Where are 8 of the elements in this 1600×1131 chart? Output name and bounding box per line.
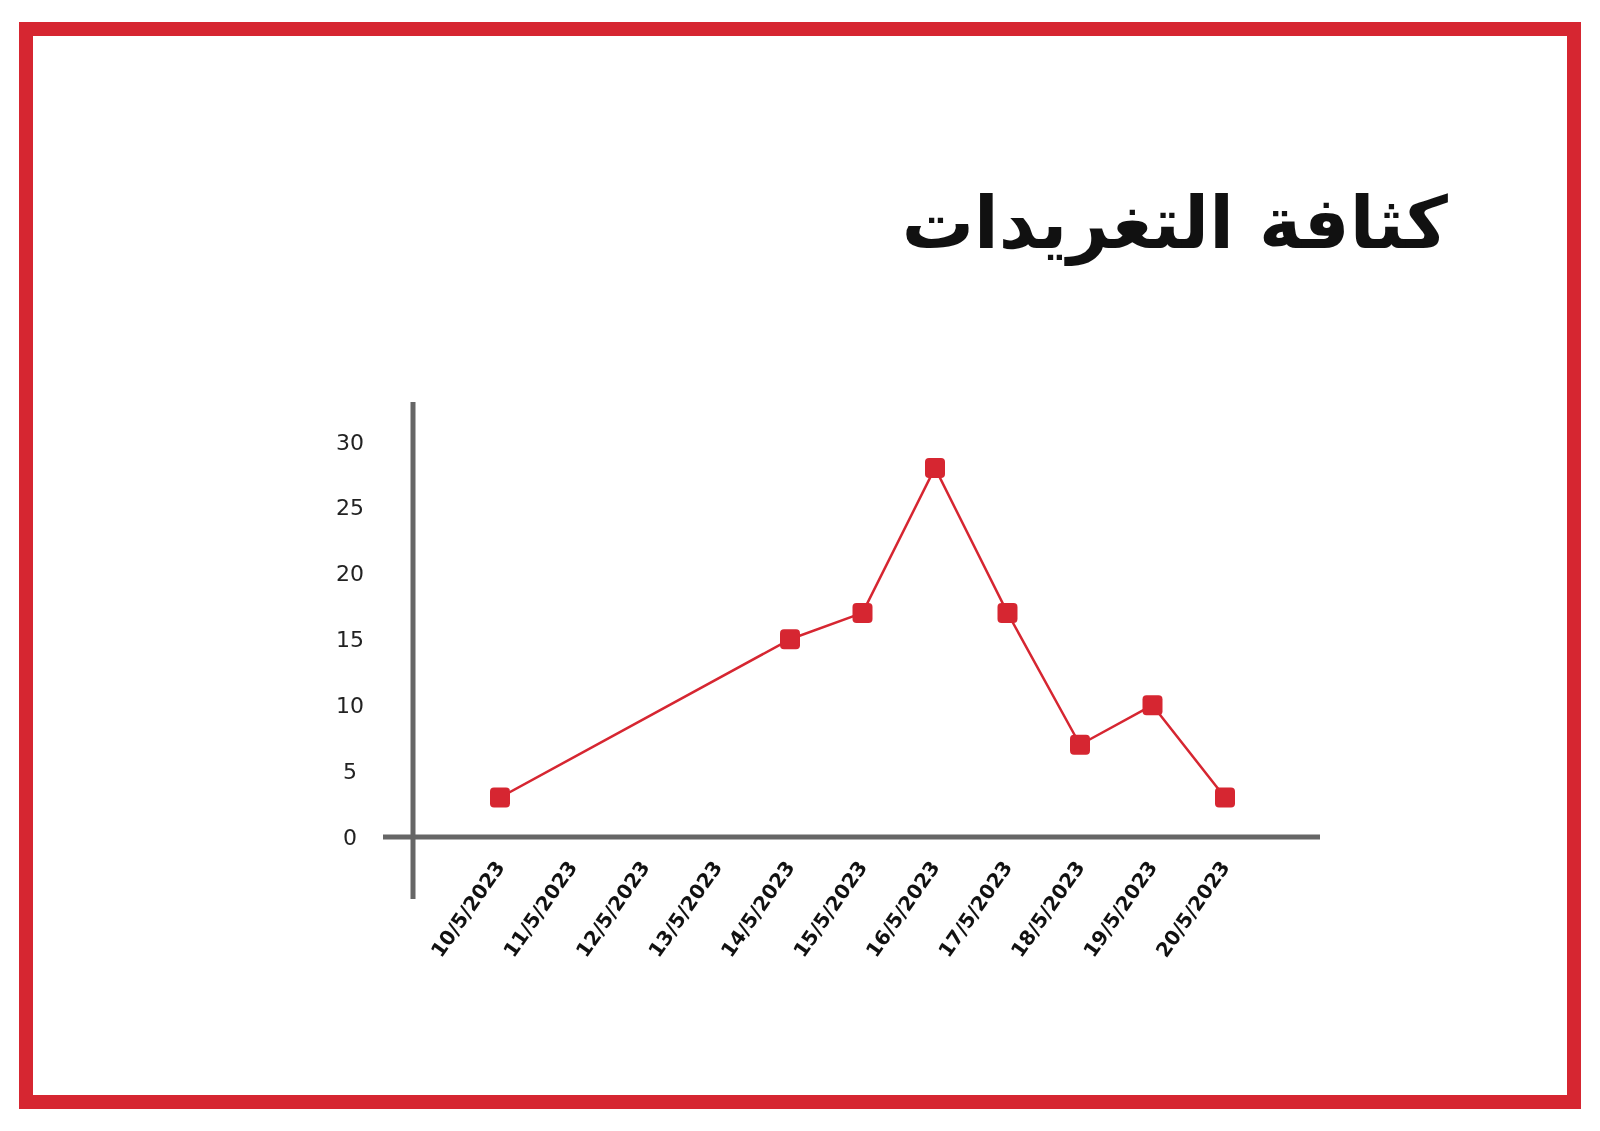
- chart-title: كثافة التغريدات: [901, 181, 1449, 266]
- y-tick-label: 5: [343, 759, 357, 785]
- y-tick-label: 10: [336, 693, 364, 719]
- y-tick-label: 30: [336, 429, 364, 455]
- y-tick-label: 20: [336, 561, 364, 587]
- y-tick-label: 0: [343, 825, 357, 851]
- y-tick-label: 25: [336, 495, 364, 521]
- y-tick-label: 15: [336, 627, 364, 653]
